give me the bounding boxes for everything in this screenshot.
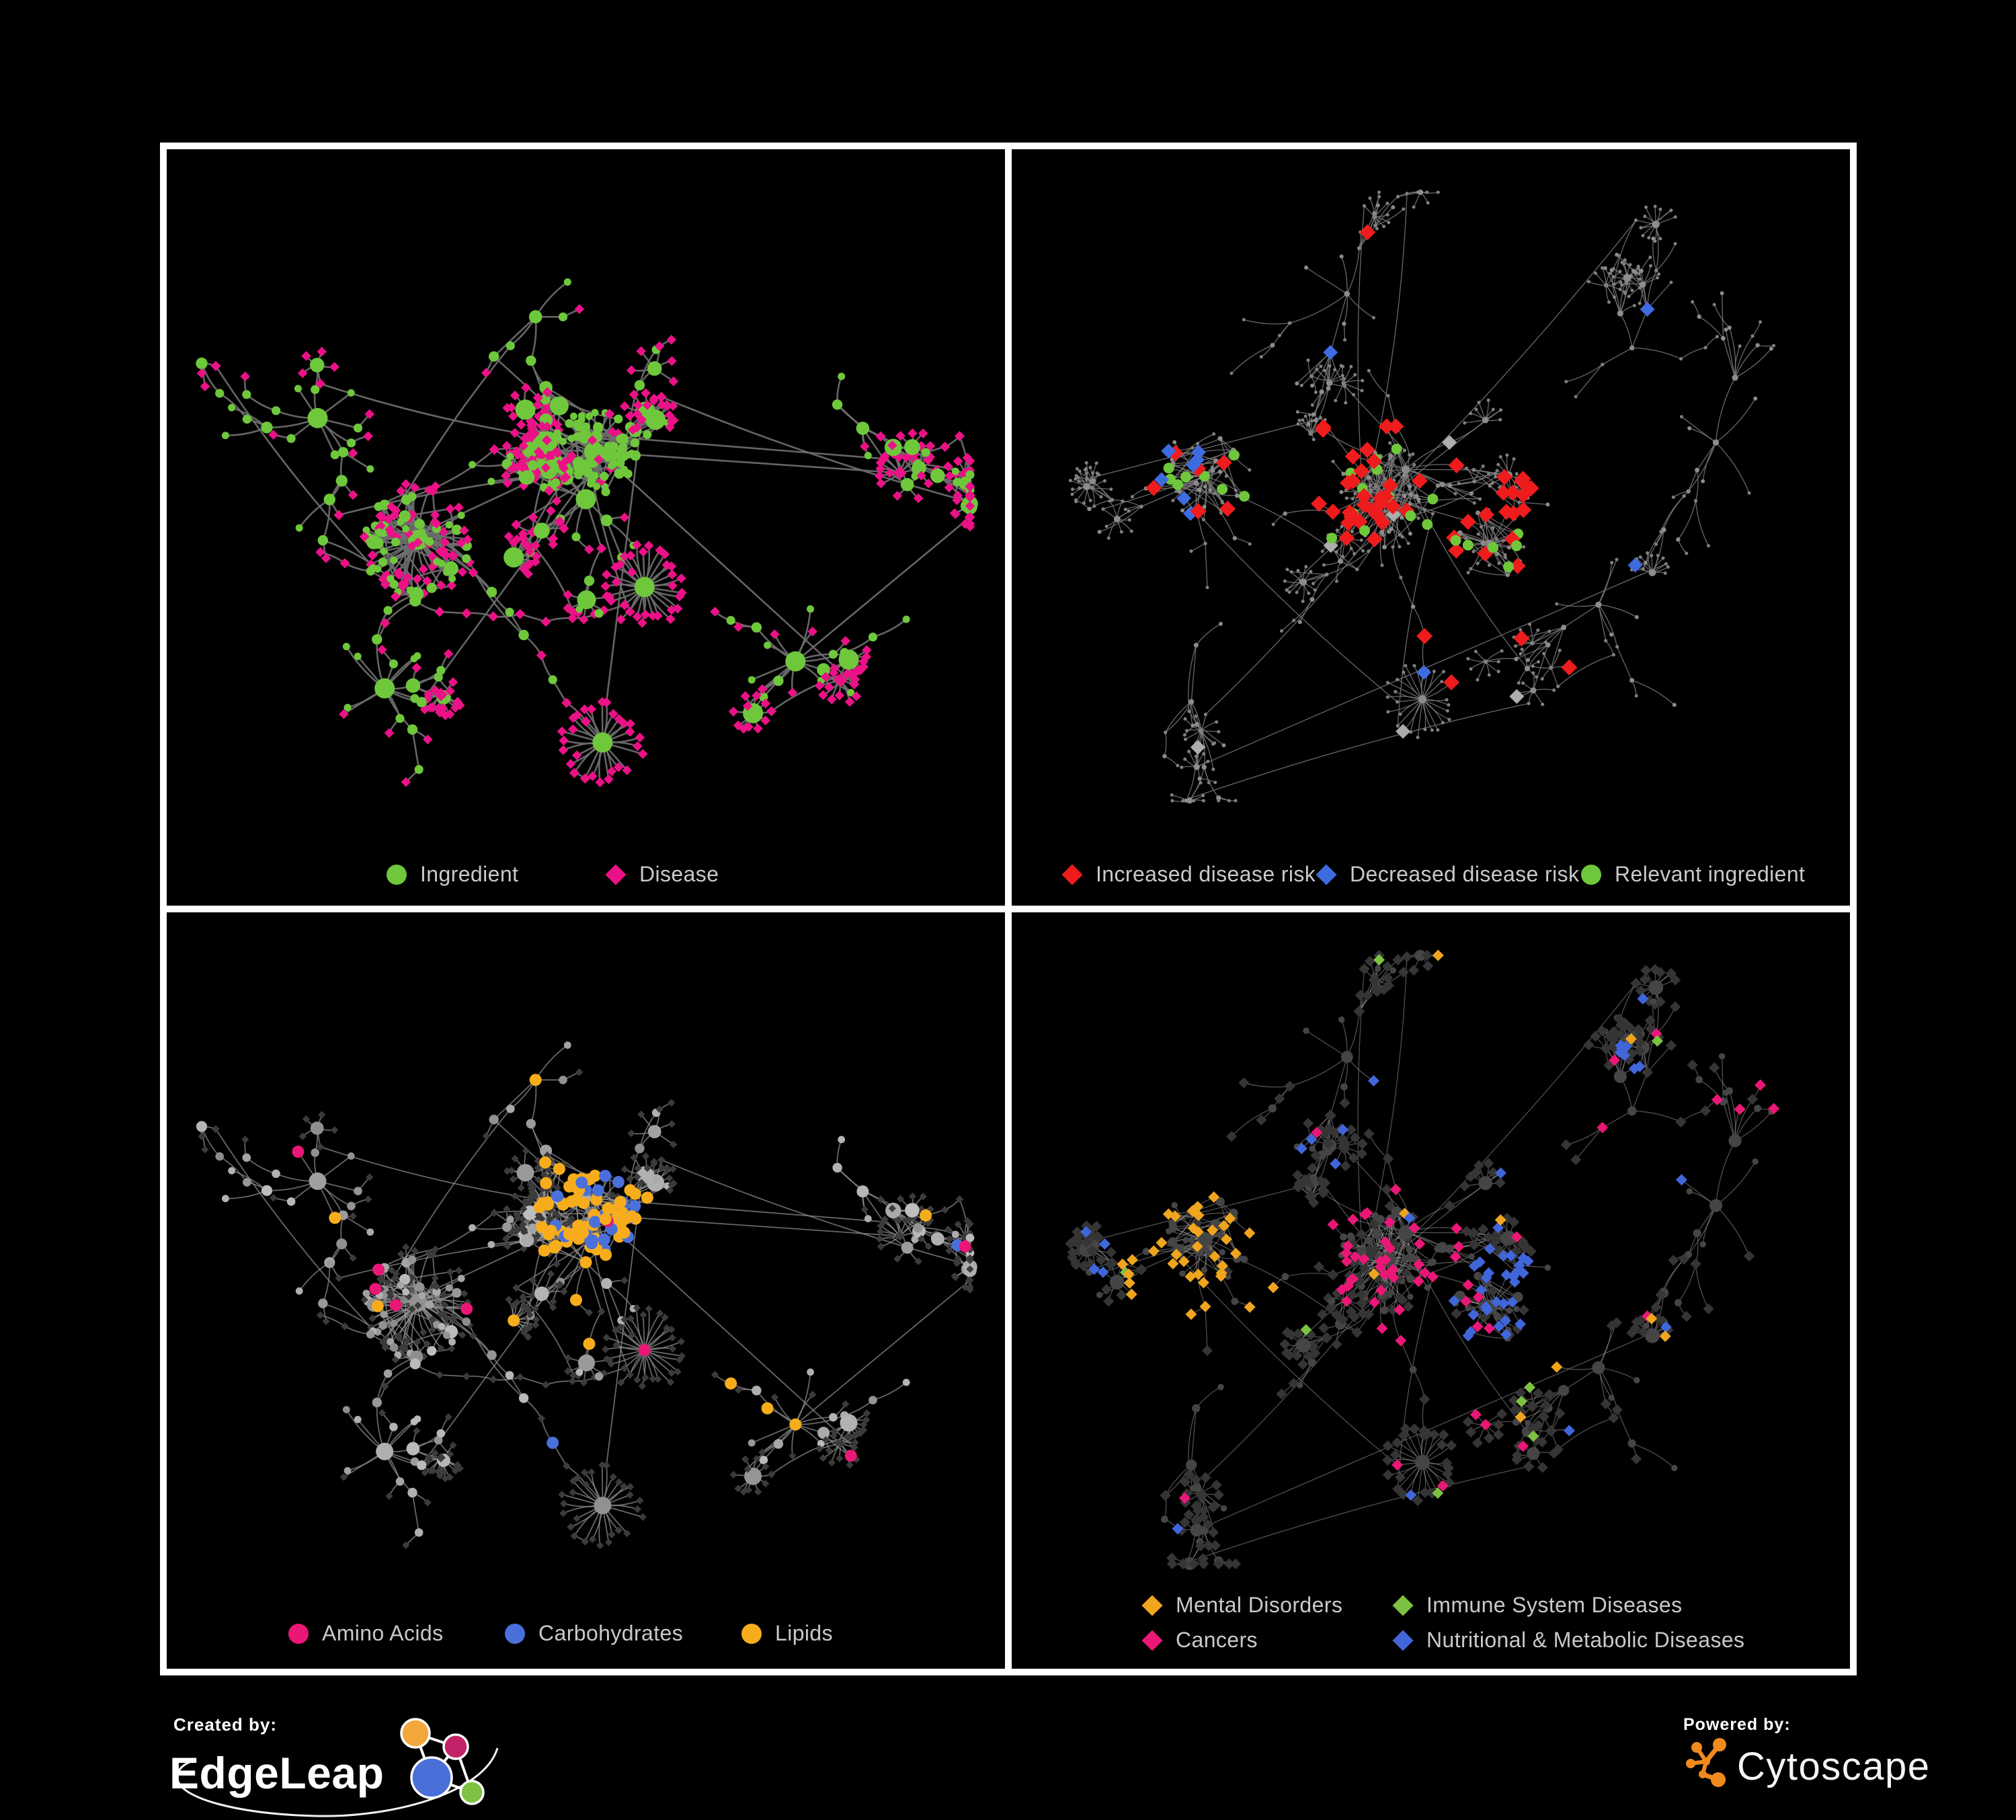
powered-by-label: Powered by: <box>1683 1715 1791 1734</box>
edgeleap-logo: Created by: EdgeLeap <box>161 1706 565 1820</box>
panel-disease-risk: Increased disease risk Decreased disease … <box>1012 149 1850 906</box>
panel-ingredient-disease: Ingredient Disease <box>167 149 1005 906</box>
network-graph <box>1065 949 1780 1571</box>
created-by-label: Created by: <box>173 1714 277 1735</box>
edgeleap-logo-graphic: Created by: EdgeLeap <box>169 1714 499 1817</box>
edgeleap-swoosh-icon <box>176 1747 499 1817</box>
edgeleap-network-icon <box>400 1718 485 1805</box>
cytoscape-logo: Powered by: Cytoscape <box>1672 1711 1995 1812</box>
panel-disease-categories: Mental Disorders Immune System Diseases Ca… <box>1012 912 1850 1669</box>
edgeleap-node-green <box>459 1780 485 1805</box>
panel-grid: Ingredient Disease Increased disease risk… <box>160 143 1857 1675</box>
cytoscape-wordmark: Cytoscape <box>1737 1745 1931 1788</box>
edgeleap-node-orange <box>400 1718 431 1749</box>
cytoscape-icon <box>1686 1738 1726 1787</box>
network-graph <box>196 278 978 787</box>
network-graph <box>196 1041 977 1550</box>
edgeleap-node-pink <box>442 1733 469 1760</box>
network-graph <box>1068 189 1776 804</box>
cytoscape-logo-graphic: Powered by: Cytoscape <box>1683 1715 1931 1788</box>
edgeleap-wordmark: EdgeLeap <box>169 1748 384 1798</box>
edgeleap-node-blue <box>410 1756 453 1799</box>
panel-ingredient-classes: Amino Acids Carbohydrates Lipids <box>167 912 1005 1669</box>
